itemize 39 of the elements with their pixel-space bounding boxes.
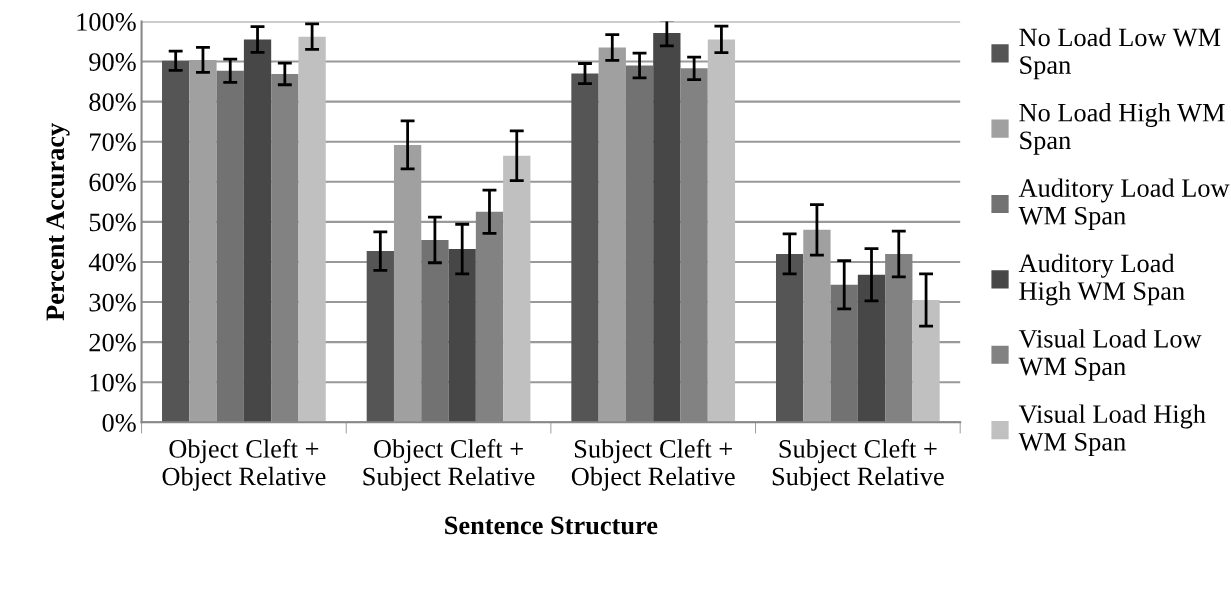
legend-label: Auditory Load Low WM Span bbox=[1018, 178, 1230, 230]
bar bbox=[216, 70, 244, 423]
legend-label: No Load Low WM Span bbox=[1019, 27, 1221, 80]
bar bbox=[243, 39, 272, 423]
y-tick-label: 90% bbox=[89, 53, 136, 72]
y-tick-label: 0% bbox=[102, 413, 136, 432]
bar bbox=[503, 155, 531, 423]
y-tick-label: 100% bbox=[77, 13, 136, 31]
y-tick-label: 10% bbox=[90, 373, 136, 392]
bar bbox=[448, 249, 476, 423]
bar bbox=[830, 284, 858, 423]
legend-label: No Load High WM Span bbox=[1019, 103, 1225, 155]
y-tick-label: 80% bbox=[89, 93, 136, 112]
x-tick-label: Object Cleft + Subject Relative bbox=[363, 438, 535, 491]
y-tick-label: 20% bbox=[89, 333, 136, 352]
x-tick-label: Subject Cleft + Object Relative bbox=[571, 438, 735, 491]
bar bbox=[571, 73, 599, 423]
bar bbox=[298, 36, 326, 423]
bar bbox=[625, 65, 654, 423]
y-axis-title: Percent Accuracy bbox=[46, 123, 70, 321]
y-tick-label: 50% bbox=[89, 213, 136, 232]
bar bbox=[366, 251, 394, 423]
y-tick-label: 30% bbox=[89, 293, 136, 312]
x-tick-label: Subject Cleft + Subject Relative bbox=[772, 438, 944, 491]
y-tick-label: 70% bbox=[90, 133, 136, 152]
bar bbox=[707, 39, 736, 423]
legend-label: Visual Load Low WM Span bbox=[1018, 329, 1202, 381]
legend-label: Auditory Load High WM Span bbox=[1018, 253, 1185, 306]
y-tick-label: 40% bbox=[88, 253, 136, 272]
x-tick-label: Object Cleft + Object Relative bbox=[162, 438, 326, 491]
bar bbox=[912, 300, 940, 423]
bar bbox=[162, 60, 190, 423]
x-axis-title: Sentence Structure bbox=[445, 516, 658, 535]
bar bbox=[653, 33, 681, 423]
bar bbox=[775, 253, 804, 423]
y-tick-label: 60% bbox=[89, 173, 136, 192]
legend-label: Visual Load High WM Span bbox=[1018, 404, 1206, 457]
bar bbox=[421, 239, 449, 423]
bar bbox=[857, 274, 886, 423]
